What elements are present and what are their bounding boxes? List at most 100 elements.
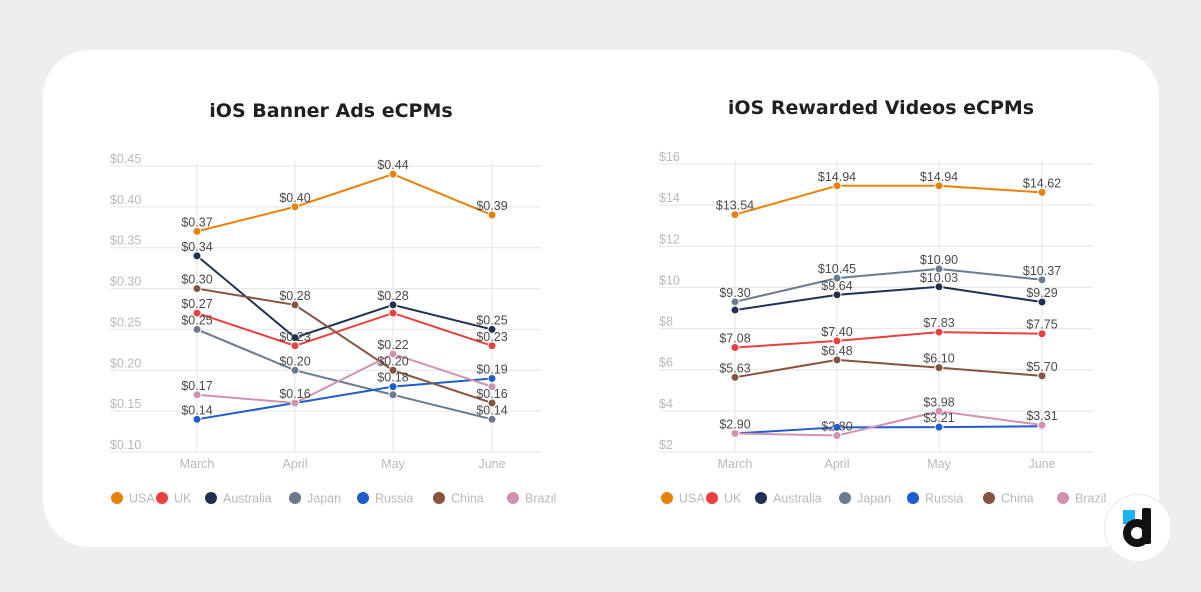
data-label: $3.31	[1026, 409, 1057, 423]
series-line-china	[734, 358, 1043, 379]
data-point-brazil	[934, 406, 944, 416]
x-tick-label: June	[478, 457, 505, 471]
data-label: $2.80	[821, 420, 852, 434]
series-line-japan	[196, 328, 493, 421]
data-label: $5.70	[1026, 360, 1057, 374]
data-label: $0.17	[181, 379, 212, 393]
banner-ads-chart: iOS Banner Ads eCPMs $0.10 $0.15 $0.20 $0.25…	[110, 100, 556, 506]
data-point-australia	[934, 282, 944, 292]
y-tick-label: $10	[659, 273, 680, 287]
data-point-china	[1037, 371, 1047, 381]
data-point-australia	[290, 333, 300, 343]
legend-item-australia: Australia	[205, 492, 272, 506]
legend-label: Russia	[375, 492, 413, 506]
y-tick-label: $8	[659, 315, 673, 329]
data-label: $0.20	[377, 354, 408, 368]
data-label: $0.28	[279, 289, 310, 303]
y-tick-label: $0.20	[110, 356, 141, 370]
series-line-australia	[734, 285, 1043, 312]
legend-item-usa: USA	[661, 492, 705, 506]
x-tick-label: May	[381, 457, 405, 471]
series-line-uk	[734, 331, 1043, 349]
data-point-australia	[1037, 297, 1047, 307]
legend-marker-icon	[156, 492, 168, 504]
data-point-uk	[192, 308, 202, 318]
data-point-japan	[290, 365, 300, 375]
legend-item-japan: Japan	[839, 492, 891, 506]
legend-marker-icon	[661, 492, 673, 504]
series-line-china	[196, 287, 493, 404]
data-label: $0.40	[279, 191, 310, 205]
series-line-uk	[196, 312, 493, 347]
legend-label: USA	[679, 492, 705, 506]
data-label: $10.03	[920, 271, 958, 285]
data-label: $3.21	[923, 411, 954, 425]
x-tick-label: March	[718, 457, 753, 471]
data-label: $0.14	[476, 403, 507, 417]
data-point-japan	[192, 324, 202, 334]
legend-label: Australia	[773, 492, 822, 506]
legend-item-japan: Japan	[289, 492, 341, 506]
data-point-china	[487, 398, 497, 408]
data-label: $0.16	[476, 387, 507, 401]
data-label: $0.20	[279, 354, 310, 368]
legend-item-china: China	[433, 492, 484, 506]
y-tick-label: $4	[659, 397, 673, 411]
data-point-brazil	[832, 431, 842, 441]
data-label: $9.29	[1026, 286, 1057, 300]
data-point-usa	[192, 226, 202, 236]
legend-marker-icon	[507, 492, 519, 504]
y-tick-label: $0.25	[110, 315, 141, 329]
data-point-usa	[832, 181, 842, 191]
data-label: $13.54	[716, 199, 754, 213]
data-point-australia	[832, 290, 842, 300]
data-point-china	[388, 365, 398, 375]
legend-marker-icon	[111, 492, 123, 504]
series-line-usa	[734, 184, 1043, 216]
y-tick-label: $0.35	[110, 234, 141, 248]
data-label: $7.75	[1026, 318, 1057, 332]
data-point-china	[730, 372, 740, 382]
data-label: $0.27	[181, 297, 212, 311]
data-label: $0.25	[476, 313, 507, 327]
data-point-usa	[934, 181, 944, 191]
data-point-uk	[487, 341, 497, 351]
data-point-japan	[832, 273, 842, 283]
series-line-japan	[734, 267, 1043, 303]
y-tick-label: $6	[659, 356, 673, 370]
data-label: $0.14	[181, 403, 212, 417]
legend-label: Japan	[857, 492, 891, 506]
legend-label: USA	[129, 492, 155, 506]
data-label: $0.16	[279, 387, 310, 401]
y-tick-label: $0.45	[110, 152, 141, 166]
data-label: $5.63	[719, 361, 750, 375]
legend-label: China	[451, 492, 484, 506]
data-point-australia	[487, 324, 497, 334]
data-point-china	[832, 355, 842, 365]
data-label: $0.25	[181, 313, 212, 327]
data-point-japan	[487, 414, 497, 424]
x-tick-label: March	[180, 457, 215, 471]
data-point-china	[192, 284, 202, 294]
data-label: $9.30	[719, 286, 750, 300]
chart-title: iOS Banner Ads eCPMs	[209, 100, 452, 122]
legend-marker-icon	[433, 492, 445, 504]
legend-item-brazil: Brazil	[507, 492, 556, 506]
legend-marker-icon	[706, 492, 718, 504]
series-line-brazil	[734, 410, 1043, 437]
data-label: $14.62	[1023, 176, 1061, 190]
legend-marker-icon	[205, 492, 217, 504]
legend-marker-icon	[755, 492, 767, 504]
data-point-china	[934, 363, 944, 373]
data-label: $14.94	[920, 170, 958, 184]
legend-item-china: China	[983, 492, 1034, 506]
data-label: $10.90	[920, 253, 958, 267]
data-label: $6.10	[923, 352, 954, 366]
data-point-uk	[934, 327, 944, 337]
series-line-usa	[196, 173, 493, 233]
data-point-russia	[934, 422, 944, 432]
data-point-japan	[1037, 275, 1047, 285]
data-label: $0.23	[279, 330, 310, 344]
data-label: $2.90	[719, 417, 750, 431]
data-label: $0.28	[377, 289, 408, 303]
